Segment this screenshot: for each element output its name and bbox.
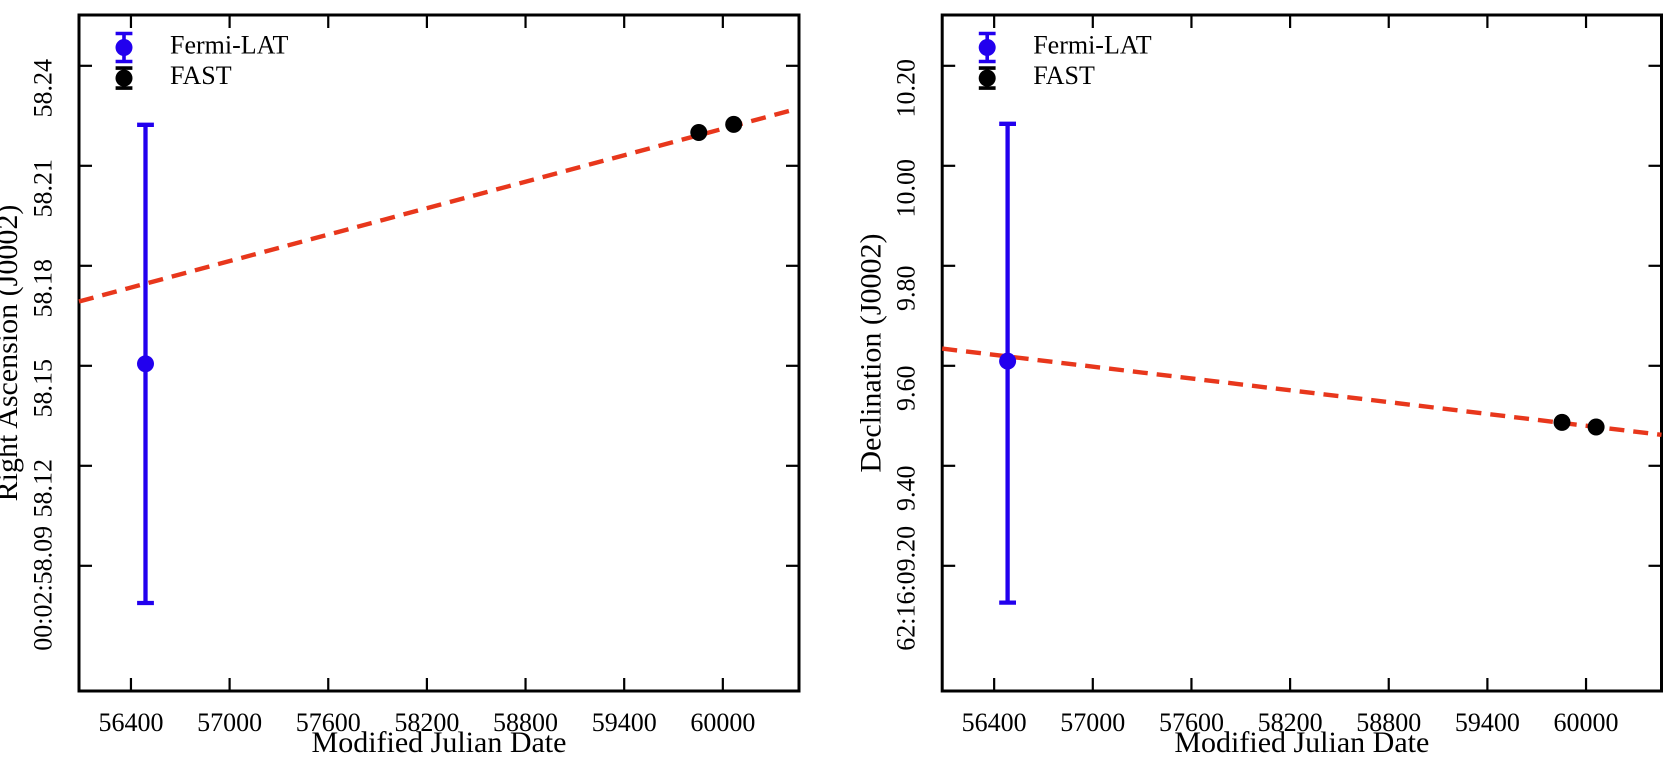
svg-text:Right Ascension (J0002): Right Ascension (J0002) xyxy=(0,205,24,502)
svg-text:58.24: 58.24 xyxy=(28,59,57,117)
svg-text:10.20: 10.20 xyxy=(892,59,921,118)
svg-text:Declination (J0002): Declination (J0002) xyxy=(854,233,887,472)
svg-text:62:16:09.20: 62:16:09.20 xyxy=(892,526,921,651)
svg-text:57000: 57000 xyxy=(1060,708,1125,737)
svg-text:56400: 56400 xyxy=(98,708,163,737)
svg-text:59400: 59400 xyxy=(1455,708,1520,737)
svg-text:9.40: 9.40 xyxy=(892,466,921,512)
svg-text:FAST: FAST xyxy=(170,61,232,90)
svg-text:57000: 57000 xyxy=(197,708,262,737)
svg-text:60000: 60000 xyxy=(690,708,755,737)
svg-text:9.80: 9.80 xyxy=(892,266,921,312)
svg-text:Fermi-LAT: Fermi-LAT xyxy=(1033,30,1152,59)
svg-text:00:02:58.09: 00:02:58.09 xyxy=(28,526,57,651)
svg-text:10.00: 10.00 xyxy=(892,159,921,218)
svg-text:60000: 60000 xyxy=(1554,708,1619,737)
svg-text:58.12: 58.12 xyxy=(28,459,57,518)
svg-text:9.60: 9.60 xyxy=(892,366,921,412)
svg-text:58.18: 58.18 xyxy=(28,259,57,318)
svg-text:FAST: FAST xyxy=(1033,61,1095,90)
svg-text:56400: 56400 xyxy=(962,708,1027,737)
svg-text:58.21: 58.21 xyxy=(28,159,57,218)
svg-text:59400: 59400 xyxy=(592,708,657,737)
svg-text:Modified Julian Date: Modified Julian Date xyxy=(1174,726,1429,759)
svg-text:Modified Julian Date: Modified Julian Date xyxy=(312,726,567,759)
svg-text:Fermi-LAT: Fermi-LAT xyxy=(170,30,289,59)
svg-text:58.15: 58.15 xyxy=(28,359,57,418)
